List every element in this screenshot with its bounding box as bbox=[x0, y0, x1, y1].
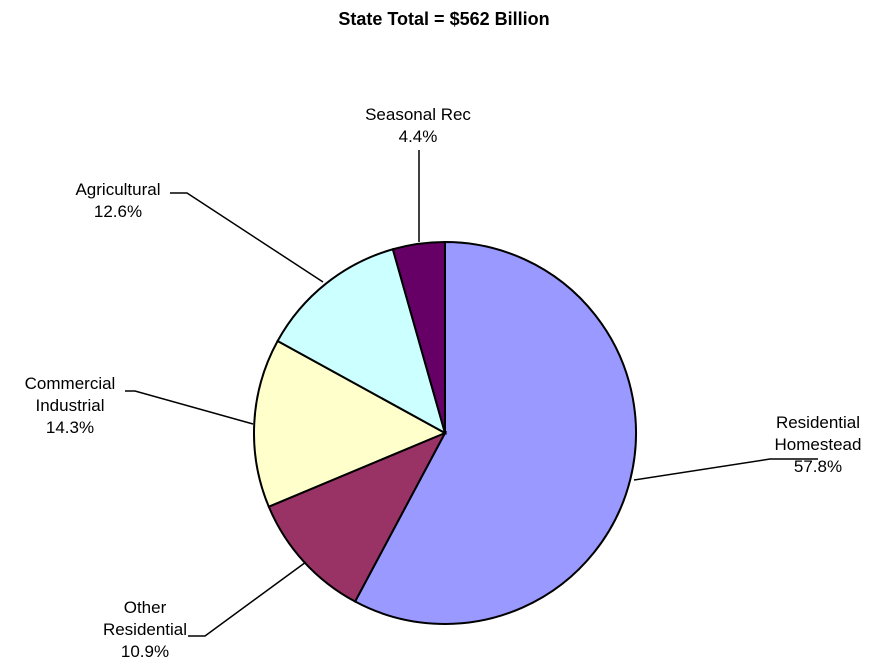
slice-residential-homestead-value-label: 57.8% bbox=[794, 457, 842, 476]
slice-agricultural-category-label: Agricultural bbox=[75, 180, 160, 199]
slice-labels: Residential Homestead 57.8% Other Residentia… bbox=[25, 105, 862, 661]
slice-other-residential-category-label: Other bbox=[124, 598, 167, 617]
slice-residential-homestead bbox=[353, 240, 637, 625]
slice-residential-homestead-category-label: Homestead bbox=[775, 435, 862, 454]
slice-commercial-industrial bbox=[253, 339, 448, 508]
leader-commercial-industrial bbox=[125, 390, 254, 425]
slice-seasonal-rec-category-label: Seasonal Rec bbox=[365, 105, 471, 124]
slice-commercial-industrial-category-label: Industrial bbox=[36, 396, 105, 415]
leader-agricultural bbox=[170, 192, 324, 283]
slice-residential-homestead-category-label: Residential bbox=[776, 413, 860, 432]
leader-other-residential bbox=[188, 561, 307, 637]
chart-title: State Total = $562 Billion bbox=[338, 9, 549, 29]
leader-residential-homestead bbox=[633, 458, 818, 481]
slice-agricultural bbox=[276, 248, 447, 436]
slice-agricultural-value-label: 12.6% bbox=[94, 202, 142, 221]
slice-commercial-industrial-category-label: Commercial bbox=[25, 374, 116, 393]
pie-slices bbox=[253, 240, 637, 625]
slice-other-residential-category-label: Residential bbox=[103, 620, 187, 639]
slice-commercial-industrial-value-label: 14.3% bbox=[46, 418, 94, 437]
slice-seasonal-rec-value-label: 4.4% bbox=[399, 127, 438, 146]
leader-lines bbox=[125, 150, 818, 637]
slice-seasonal-rec bbox=[391, 240, 446, 434]
slice-other-residential bbox=[267, 430, 448, 603]
slice-other-residential-value-label: 10.9% bbox=[121, 642, 169, 661]
